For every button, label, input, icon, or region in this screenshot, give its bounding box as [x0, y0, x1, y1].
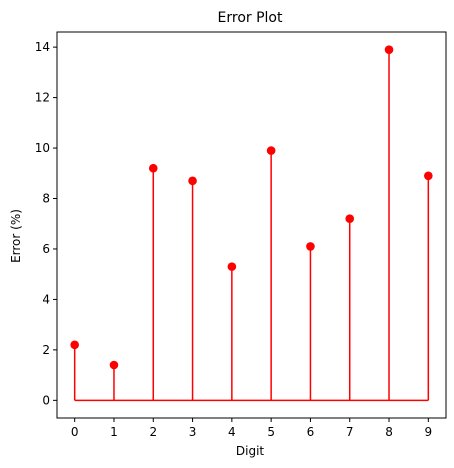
stem-marker	[266, 146, 276, 155]
stem-marker	[345, 214, 355, 223]
stem-marker	[306, 242, 315, 251]
y-tick-label: 0	[42, 393, 50, 407]
stem-marker	[109, 360, 119, 370]
x-axis-ticks: 0 1 2 3 4 5 6 7 8 9	[71, 418, 432, 439]
stem-marker	[424, 171, 433, 181]
x-tick-label: 5	[267, 425, 275, 439]
stem-marker	[148, 163, 158, 173]
y-tick-label: 14	[35, 40, 50, 54]
plot-area	[56, 31, 447, 419]
stem-marker	[384, 45, 394, 54]
y-tick-label: 12	[35, 91, 50, 105]
x-tick-label: 9	[424, 425, 432, 439]
x-tick-label: 3	[189, 425, 197, 439]
x-tick-label: 7	[346, 425, 354, 439]
chart-title: Error Plot	[218, 10, 283, 26]
y-tick-label: 10	[35, 141, 50, 155]
x-tick-label: 0	[71, 425, 79, 439]
x-tick-label: 1	[110, 425, 118, 439]
stem-markers	[70, 45, 433, 370]
stem-lines	[73, 49, 430, 402]
stem-marker	[188, 176, 197, 186]
stem-marker	[227, 262, 237, 271]
stem-marker	[70, 340, 79, 350]
y-tick-label: 4	[42, 292, 50, 306]
y-tick-label: 6	[42, 242, 50, 256]
y-tick-label: 2	[42, 343, 50, 357]
y-axis-ticks: 0 2 4 6 8 10 12 14	[35, 40, 57, 407]
x-tick-label: 2	[149, 425, 157, 439]
y-axis-label: Error (%)	[9, 209, 23, 263]
x-tick-label: 6	[307, 425, 315, 439]
x-tick-label: 8	[385, 425, 393, 439]
y-tick-label: 8	[42, 192, 50, 206]
plot-frame	[56, 31, 447, 419]
x-axis-label: Digit	[236, 444, 265, 458]
x-tick-label: 4	[228, 425, 236, 439]
